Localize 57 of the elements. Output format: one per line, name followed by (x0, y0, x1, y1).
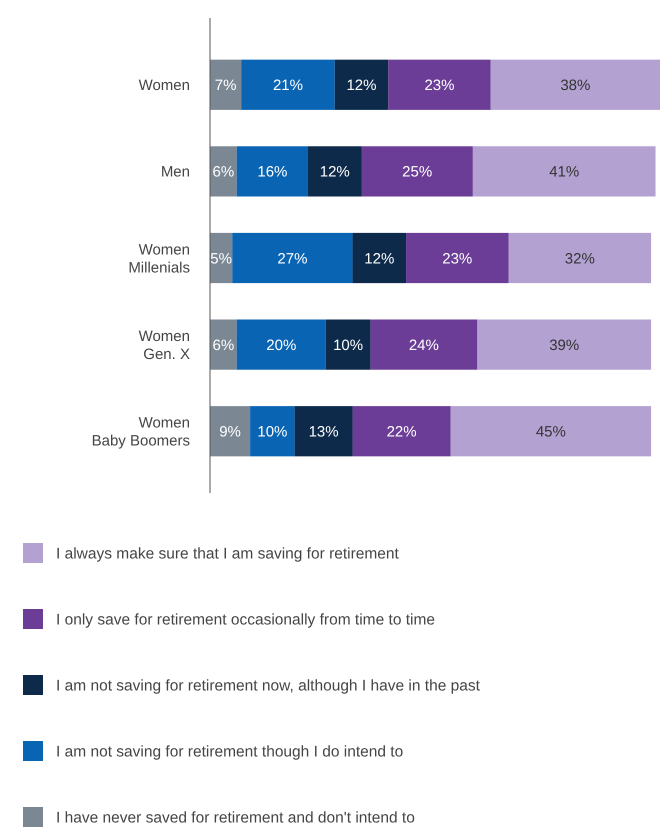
bar (210, 60, 242, 110)
bar (352, 232, 406, 284)
legend-label: I am not saving for retirement now, although I have in the past (56, 677, 481, 694)
y-tick-label: Women Baby Boomers (92, 414, 190, 450)
bar (294, 406, 353, 456)
data-label: 41% (549, 164, 580, 181)
data-label: 12% (346, 77, 376, 94)
data-label: 21% (272, 77, 303, 94)
legend-label: I only save for retirement occasionally from time to time (56, 611, 436, 628)
legend-label: I have never saved for retirement and don't intend to (56, 809, 415, 826)
y-tick-label: Women Millenials (128, 241, 190, 276)
data-label: 9% (219, 423, 241, 440)
bar (370, 319, 478, 370)
bar (308, 146, 362, 197)
data-label: 20% (266, 336, 296, 354)
y-tick-label: Women (138, 77, 190, 94)
y-tick-label: Women Gen. X (138, 328, 190, 363)
data-label: 10% (257, 423, 288, 440)
data-label: 13% (308, 423, 339, 440)
legend-label: I am not saving for retirement though I do intend to (56, 743, 404, 760)
data-label: 6% (212, 336, 234, 354)
data-label: 39% (549, 336, 580, 354)
bar (236, 319, 326, 370)
bar (472, 146, 656, 197)
data-label: 24% (408, 336, 439, 354)
bar (241, 60, 335, 110)
data-label: 27% (277, 250, 308, 268)
bar (508, 232, 652, 284)
bar (326, 319, 370, 370)
bar (232, 232, 353, 284)
data-label: 22% (386, 423, 417, 440)
data-label: 12% (320, 164, 350, 181)
bar (361, 146, 473, 197)
data-label: 25% (402, 164, 432, 181)
bar (388, 60, 491, 110)
data-label: 38% (560, 77, 590, 94)
bar (406, 232, 509, 284)
bar (210, 406, 250, 456)
bar (236, 146, 308, 197)
bar (334, 60, 388, 110)
bar (490, 60, 660, 110)
data-label: 32% (564, 250, 595, 268)
data-label: 12% (364, 250, 394, 268)
legend-label: I always make sure that I am saving for retirement (56, 545, 400, 562)
bar (477, 319, 652, 370)
bar (352, 406, 451, 456)
data-label: 45% (536, 423, 566, 440)
bar (450, 406, 652, 456)
data-label: 7% (214, 77, 236, 94)
y-tick-label: Men (160, 164, 190, 181)
data-label: 23% (424, 77, 454, 94)
data-label: 10% (333, 336, 364, 354)
data-label: 23% (442, 250, 472, 268)
data-label: 5% (210, 250, 232, 268)
data-label: 6% (212, 164, 234, 181)
data-label: 16% (257, 164, 288, 181)
bar (250, 406, 295, 456)
